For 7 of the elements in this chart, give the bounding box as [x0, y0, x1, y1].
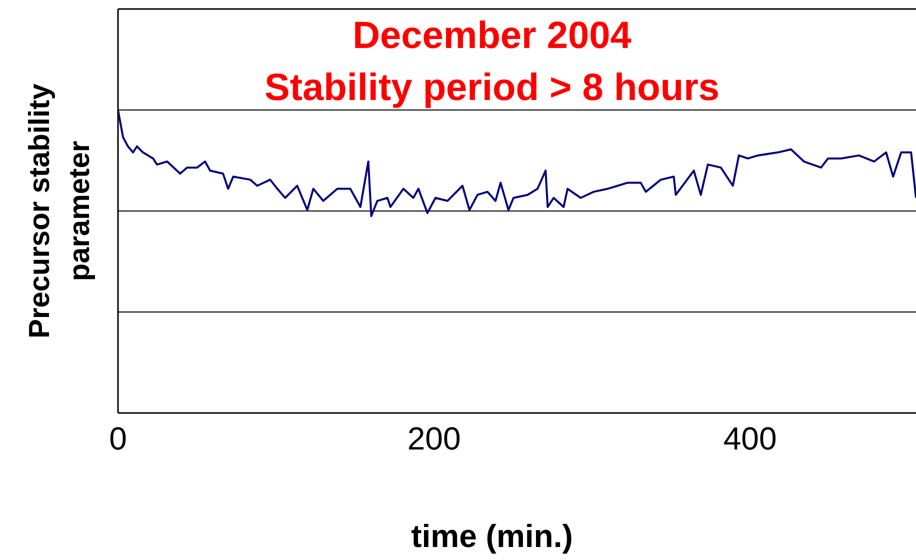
- x-tick-label: 200: [407, 420, 461, 457]
- chart-title: December 2004: [352, 14, 632, 59]
- x-axis-title: time (min.): [410, 518, 574, 555]
- chart-subtitle: Stability period > 8 hours: [263, 66, 721, 111]
- y-axis-title: Precursor stability parameter: [23, 82, 97, 340]
- x-tick-label: 0: [109, 420, 127, 457]
- x-tick-label: 400: [723, 420, 777, 457]
